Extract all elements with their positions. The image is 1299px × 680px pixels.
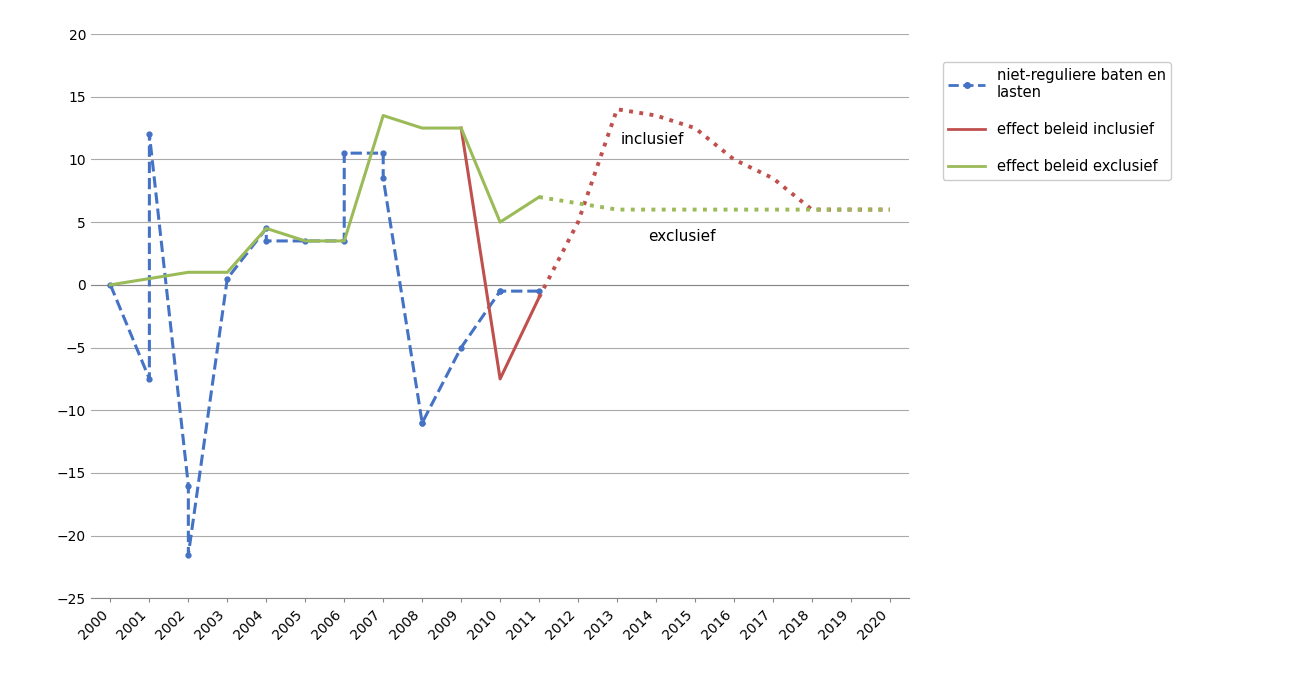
Legend: niet-reguliere baten en
lasten, effect beleid inclusief, effect beleid exclusief: niet-reguliere baten en lasten, effect b… xyxy=(943,62,1172,180)
Text: exclusief: exclusief xyxy=(648,229,716,244)
Text: inclusief: inclusief xyxy=(621,133,685,148)
